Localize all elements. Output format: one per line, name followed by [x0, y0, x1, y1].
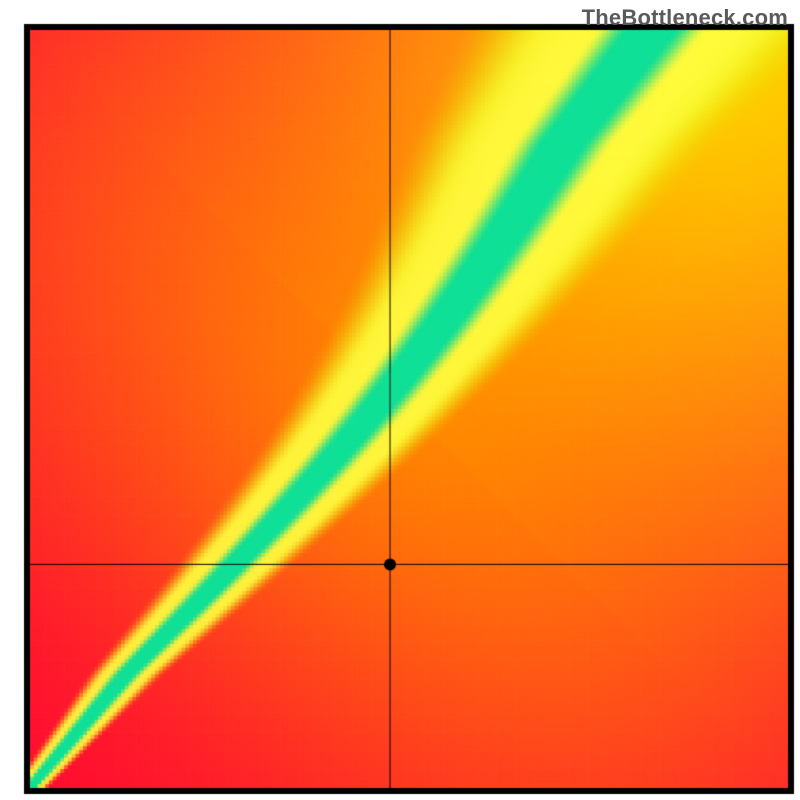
- watermark-text: TheBottleneck.com: [582, 5, 788, 31]
- bottleneck-heatmap: [0, 0, 800, 800]
